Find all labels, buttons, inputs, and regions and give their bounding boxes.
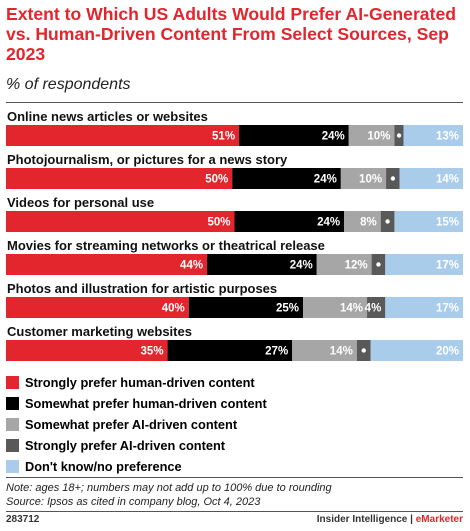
legend-label: Strongly prefer AI-driven content (25, 438, 226, 453)
legend-item: Don't know/no preference (6, 456, 267, 477)
footer: 283712 Insider Intelligence | eMarketer (6, 514, 463, 525)
bar-segment (6, 211, 235, 232)
legend-swatch (6, 376, 19, 389)
category-label: Movies for streaming networks or theatri… (7, 238, 325, 253)
category-label: Videos for personal use (7, 195, 154, 210)
value-label: 14% (436, 174, 459, 186)
bar-segment (403, 125, 463, 146)
bar-row: Movies for streaming networks or theatri… (6, 238, 463, 275)
bar-segment (239, 125, 349, 146)
stacked-bar-chart: Online news articles or websites 51% 24% 10… (6, 109, 463, 361)
bar-segment (367, 297, 386, 318)
value-label: 40% (162, 303, 185, 315)
legend-swatch (6, 418, 19, 431)
category-label: Customer marketing websites (7, 324, 192, 339)
category-label: Photojournalism, or pictures for a news … (7, 152, 288, 167)
value-label: 24% (314, 174, 337, 186)
value-label: 13% (436, 131, 459, 143)
legend-label: Somewhat prefer human-driven content (25, 396, 267, 411)
bar-segment (344, 211, 381, 232)
small-segment-marker (376, 262, 381, 267)
value-label: 14% (330, 346, 353, 358)
legend-swatch (6, 460, 19, 473)
bar-segment (167, 340, 293, 361)
value-label: 24% (317, 217, 340, 229)
bar-segment (394, 211, 463, 232)
bar-segment (6, 125, 240, 146)
brand-name-emarketer: eMarketer (415, 514, 463, 525)
legend-label: Somewhat prefer AI-driven content (25, 417, 238, 432)
value-label: 14% (340, 303, 363, 315)
chart-subtitle: % of respondents (6, 76, 131, 93)
legend-item: Strongly prefer human-driven content (6, 372, 267, 393)
bar-segment (303, 297, 368, 318)
legend: Strongly prefer human-driven content Som… (6, 372, 267, 477)
brand-name: Insider Intelligence (316, 514, 408, 525)
bar-row: Photojournalism, or pictures for a news … (6, 152, 463, 189)
value-label: 25% (276, 303, 299, 315)
category-label: Photos and illustration for artistic pur… (7, 281, 277, 296)
bar-segment (340, 168, 387, 189)
value-label: 44% (180, 260, 203, 272)
bar-segment (6, 297, 189, 318)
bar-segment (6, 168, 233, 189)
value-label: 27% (265, 346, 288, 358)
small-segment-marker (361, 348, 366, 353)
bar-segment (316, 254, 372, 275)
bar-segment (370, 340, 463, 361)
bar-segment (385, 254, 463, 275)
value-label: 24% (290, 260, 313, 272)
category-label: Online news articles or websites (7, 109, 208, 124)
small-segment-marker (385, 219, 390, 224)
bar-segment (399, 168, 463, 189)
value-label: 4% (365, 303, 382, 315)
small-segment-marker (390, 176, 396, 181)
value-label: 12% (345, 260, 368, 272)
legend-swatch (6, 439, 19, 452)
value-label: 24% (322, 131, 345, 143)
legend-item: Somewhat prefer AI-driven content (6, 414, 267, 435)
bar-segment (385, 297, 463, 318)
legend-item: Somewhat prefer human-driven content (6, 393, 267, 414)
source-text: Source: Ipsos as cited in company blog, … (6, 496, 261, 508)
bar-segment (292, 340, 357, 361)
footer-divider (6, 511, 463, 512)
bar-segment (188, 297, 304, 318)
small-segment-marker (396, 133, 402, 138)
brand-credit: Insider Intelligence | eMarketer (317, 514, 463, 525)
value-label: 10% (359, 174, 382, 186)
value-label: 8% (360, 217, 377, 229)
value-label: 50% (207, 217, 230, 229)
bar-row: Online news articles or websites 51% 24% 10… (6, 109, 463, 146)
legend-label: Don't know/no preference (25, 459, 182, 474)
legend-swatch (6, 397, 19, 410)
note-text: Note: ages 18+; numbers may not add up t… (6, 482, 332, 494)
value-label: 17% (436, 303, 459, 315)
bar-segment (232, 168, 341, 189)
bar-row: Photos and illustration for artistic pur… (6, 281, 463, 318)
value-label: 20% (436, 346, 459, 358)
value-label: 50% (205, 174, 228, 186)
chart-id: 283712 (6, 514, 40, 525)
value-label: 17% (436, 260, 459, 272)
value-label: 15% (436, 217, 459, 229)
bar-segment (6, 340, 168, 361)
bar-row: Customer marketing websites35%27%14%3%20… (6, 324, 463, 361)
value-label: 10% (367, 131, 390, 143)
chart-title: Extent to Which US Adults Would Prefer A… (6, 4, 456, 64)
bar-segment (348, 125, 395, 146)
value-label: 51% (212, 131, 235, 143)
notes: Note: ages 18+; numbers may not add up t… (6, 481, 332, 509)
notes-divider (6, 477, 463, 478)
bar-segment (207, 254, 317, 275)
bar-segment (6, 254, 208, 275)
legend-item: Strongly prefer AI-driven content (6, 435, 267, 456)
bar-segment (234, 211, 345, 232)
brand-separator: | (407, 514, 416, 525)
top-divider (6, 102, 463, 103)
value-label: 35% (141, 346, 164, 358)
legend-label: Strongly prefer human-driven content (25, 375, 255, 390)
